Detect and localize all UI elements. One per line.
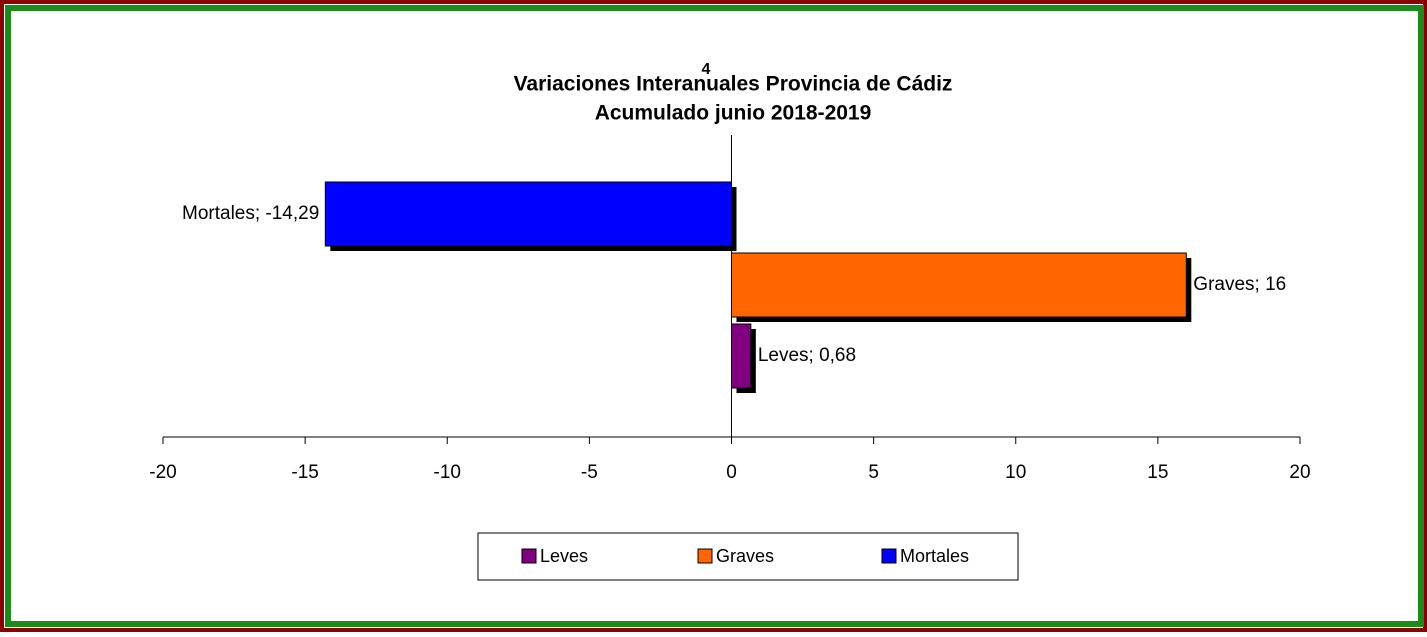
x-tick-label: 0 <box>726 462 737 483</box>
x-tick-label: 20 <box>1289 462 1310 483</box>
bar <box>731 252 1187 318</box>
legend-box <box>477 532 1019 581</box>
legend-label: Mortales <box>900 546 969 566</box>
x-tick-label: 5 <box>868 462 879 483</box>
x-tick-label: -5 <box>581 462 598 483</box>
chart-subtitle: Acumulado junio 2018-2019 <box>595 102 872 125</box>
legend-label: Graves <box>716 546 774 566</box>
x-tick-label: 15 <box>1147 462 1168 483</box>
x-tick-label: 10 <box>1005 462 1026 483</box>
x-tick-label: -20 <box>149 462 176 483</box>
x-tick-label: -10 <box>434 462 461 483</box>
legend-swatch <box>697 548 713 564</box>
data-label: Mortales; -14,29 <box>182 203 319 224</box>
bar <box>731 323 752 389</box>
data-label: Graves; 16 <box>1193 274 1286 295</box>
legend-label: Leves <box>540 546 588 566</box>
annotation: 4 <box>702 61 711 78</box>
inner-frame <box>5 5 1424 627</box>
chart-title: Variaciones Interanuales Provincia de Cá… <box>514 73 953 96</box>
data-label: Leves; 0,68 <box>758 345 856 366</box>
bar <box>324 181 732 247</box>
legend-swatch <box>881 548 897 564</box>
x-tick-label: -15 <box>291 462 318 483</box>
legend-swatch <box>521 548 537 564</box>
